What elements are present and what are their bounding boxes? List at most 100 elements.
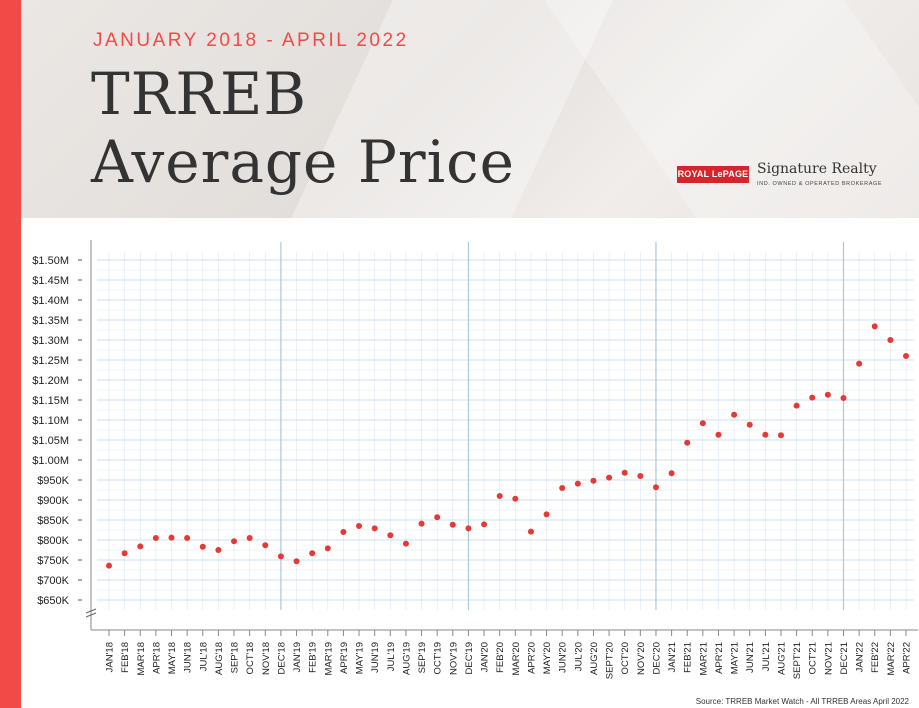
data-point [621,469,628,476]
x-tick-label: OCT'21 [808,642,819,674]
y-tick-label: $1.45M [32,275,69,287]
data-point [699,420,706,427]
x-tick-label: JUN'19 [370,642,381,673]
y-tick-label: $850K [37,515,69,527]
data-point [543,511,550,518]
data-point [184,535,191,541]
data-point [356,523,363,529]
brokerage-name: Signature Realty [757,161,877,177]
x-tick-label: SEP'19 [417,642,428,673]
y-tick-label: $750K [37,555,69,567]
data-point [121,550,128,557]
x-tick-label: JAN'21 [667,642,678,672]
x-tick-label: MAR'18 [136,642,147,676]
x-tick-label: APR'19 [339,642,350,674]
x-tick-label: NOV'18 [261,642,272,675]
axis-break-mark [85,608,97,614]
data-point [590,477,597,484]
x-tick-label: MAR'19 [323,642,334,676]
data-point [293,558,300,565]
data-point [418,520,425,527]
data-point [137,543,144,550]
x-tick-label: OCT'20 [620,642,631,674]
x-tick-label: JUL'18 [198,642,209,671]
data-point [762,431,769,438]
y-tick-label: $1.05M [32,435,69,447]
data-point [809,394,816,401]
data-point [512,495,519,502]
y-tick-label: $650K [37,595,69,607]
x-tick-label: MAY'21 [730,642,741,674]
x-tick-label: NOV'21 [823,642,834,675]
y-tick-label: $700K [37,575,69,587]
x-tick-label: OCT'18 [245,642,256,674]
x-tick-label: MAY'20 [542,642,553,674]
data-point [887,337,894,343]
data-point [496,493,503,499]
data-point [527,528,534,535]
x-tick-label: DEC'21 [839,642,850,674]
data-point [324,545,331,552]
accent-side-bar [0,0,21,708]
x-tick-label: JUL'21 [761,642,772,671]
x-tick-label: APR'18 [151,642,162,674]
x-tick-label: APR'22 [902,642,913,674]
data-point [199,543,206,550]
average-price-chart: $650K $700K $750K $800K $850K $900K $950K $1.00… [32,240,918,679]
data-point [715,431,722,438]
x-tick-label: DEC'19 [464,642,475,674]
axis-break-mark [85,612,97,618]
data-point [246,535,253,541]
x-tick-label: JUN'21 [745,642,756,673]
header-banner: JANUARY 2018 - APRIL 2022 TRREB Average … [21,0,919,218]
title-line-1: TRREB [91,60,307,128]
data-point [340,529,347,535]
x-tick-label: FEB'20 [495,642,506,673]
x-tick-label: MAY'18 [167,642,178,674]
data-point [449,521,456,528]
brokerage-tagline: IND. OWNED & OPERATED BROKERAGE [757,181,883,187]
page-title: TRREB Average Price [91,60,515,196]
y-tick-label: $1.10M [32,415,69,427]
y-tick-label: $1.20M [32,375,69,387]
y-tick-label: $1.15M [32,395,69,407]
x-tick-label: JAN'18 [105,642,116,672]
data-point [402,540,409,547]
data-point [637,473,644,479]
x-tick-label: JUL'19 [386,642,397,671]
x-tick-label: FEB'19 [308,642,319,673]
x-tick-label: AUG'19 [401,642,412,675]
x-tick-label: AUG'18 [214,642,225,675]
x-tick-label: DEC'18 [276,642,287,674]
data-point [309,550,316,557]
data-point [559,485,566,491]
data-point [465,525,472,532]
x-tick-label: MAR'21 [698,642,709,676]
data-point [371,525,378,532]
y-tick-label: $1.40M [32,295,69,307]
data-point [606,474,613,481]
x-tick-label: JUN'20 [558,642,569,673]
y-tick-label: $1.30M [32,335,69,347]
x-tick-label: MAR'20 [511,642,522,676]
data-point [277,553,284,560]
x-tick-label: JUL'20 [573,642,584,671]
data-point [903,353,909,359]
source-note: Source: TRREB Market Watch - All TRREB A… [695,697,909,706]
x-tick-label: JAN'20 [480,642,491,672]
x-tick-label: JUN'18 [183,642,194,673]
data-point [684,439,691,446]
data-point [840,395,847,401]
y-tick-label: $1.25M [32,355,69,367]
data-point [215,547,222,553]
x-tick-label: DEC'20 [651,642,662,674]
x-tick-label: OCT'19 [433,642,444,674]
x-tick-label: MAR'22 [886,642,897,676]
data-point [262,542,269,549]
royal-lepage-logo-box: ROYAL LePAGE [677,166,749,183]
data-point [152,535,159,541]
x-tick-label: JAN'22 [855,642,866,672]
y-tick-label: $1.35M [32,315,69,327]
data-point [871,323,878,330]
x-tick-label: FEB'21 [683,642,694,673]
